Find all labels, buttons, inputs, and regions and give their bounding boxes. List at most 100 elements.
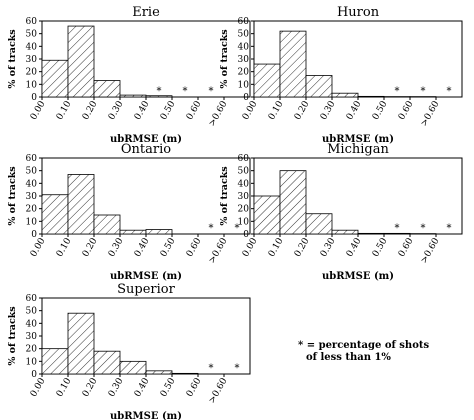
x-tick-label: >0.60 — [207, 376, 230, 405]
x-tick-label: 0.30 — [107, 376, 126, 399]
y-axis-label: % of tracks — [219, 29, 230, 88]
y-tick-label: 50 — [26, 307, 38, 317]
note-line-2: of less than 1% — [306, 352, 391, 363]
y-tick-label: 10 — [26, 357, 38, 367]
x-tick-label: 0.20 — [81, 236, 100, 259]
y-tick-label: 40 — [238, 179, 250, 189]
x-tick-label: 0.30 — [319, 236, 338, 259]
y-tick-label: 0 — [31, 93, 37, 103]
x-axis-label: ubRMSE (m) — [110, 271, 182, 282]
y-tick-label: 10 — [26, 80, 38, 90]
asterisk-marker: * — [235, 363, 240, 374]
bar — [331, 92, 359, 98]
chart-title: Huron — [337, 5, 380, 20]
x-tick-label: 0.50 — [371, 236, 390, 259]
bar — [119, 94, 147, 98]
bar — [145, 370, 173, 375]
y-tick-label: 0 — [243, 230, 249, 240]
asterisk-marker: * — [157, 86, 162, 97]
y-tick-label: 60 — [26, 294, 38, 304]
asterisk-marker: * — [421, 86, 426, 97]
y-tick-label: 40 — [238, 42, 250, 52]
bar — [67, 174, 95, 235]
bar — [357, 232, 385, 235]
x-tick-label: 0.10 — [267, 236, 286, 259]
bar — [41, 194, 69, 235]
asterisk-note: * = percentage of shots of less than 1% — [298, 340, 468, 364]
asterisk-marker: * — [183, 86, 188, 97]
y-tick-label: 40 — [26, 319, 38, 329]
y-tick-label: 0 — [31, 370, 37, 380]
x-tick-label: 0.30 — [319, 99, 338, 122]
y-tick-label: 50 — [238, 30, 250, 40]
y-axis-label: % of tracks — [7, 306, 18, 365]
bar — [305, 213, 333, 235]
bar — [171, 372, 199, 375]
bar — [67, 25, 95, 98]
bar — [119, 229, 147, 235]
bar — [93, 350, 121, 375]
y-tick-label: 0 — [31, 230, 37, 240]
y-tick-label: 20 — [26, 205, 38, 215]
x-tick-label: 0.60 — [185, 376, 204, 399]
bar — [279, 30, 307, 98]
y-tick-label: 10 — [238, 80, 250, 90]
y-tick-label: 50 — [26, 167, 38, 177]
x-tick-label: 0.40 — [345, 99, 364, 122]
x-axis-label: ubRMSE (m) — [322, 271, 394, 282]
y-tick-label: 60 — [26, 17, 38, 27]
asterisk-marker: * — [395, 223, 400, 234]
bar — [253, 195, 281, 235]
asterisk-marker: * — [447, 223, 452, 234]
y-tick-label: 30 — [26, 192, 38, 202]
bar — [41, 348, 69, 375]
bar — [93, 214, 121, 235]
x-tick-label: 0.10 — [55, 236, 74, 259]
y-tick-label: 20 — [26, 345, 38, 355]
y-tick-label: 20 — [238, 68, 250, 78]
y-tick-label: 50 — [238, 167, 250, 177]
x-tick-label: 0.50 — [159, 99, 178, 122]
x-tick-label: 0.40 — [345, 236, 364, 259]
x-tick-label: 0.10 — [55, 376, 74, 399]
x-tick-label: 0.50 — [159, 376, 178, 399]
y-tick-label: 60 — [238, 17, 250, 27]
x-tick-label: 0.40 — [133, 99, 152, 122]
y-tick-label: 20 — [238, 205, 250, 215]
x-tick-label: 0.60 — [397, 99, 416, 122]
y-tick-label: 10 — [26, 217, 38, 227]
x-tick-label: >0.60 — [419, 236, 442, 265]
x-tick-label: >0.60 — [207, 99, 230, 128]
y-tick-label: 40 — [26, 42, 38, 52]
y-axis-label: % of tracks — [7, 29, 18, 88]
y-tick-label: 60 — [26, 154, 38, 164]
bar — [145, 95, 173, 98]
x-tick-label: >0.60 — [207, 236, 230, 265]
asterisk-marker: * — [209, 363, 214, 374]
x-tick-label: >0.60 — [419, 99, 442, 128]
asterisk-marker: * — [209, 223, 214, 234]
x-tick-label: 0.40 — [133, 236, 152, 259]
note-line-1: * = percentage of shots — [298, 340, 430, 351]
y-tick-label: 50 — [26, 30, 38, 40]
x-tick-label: 0.20 — [81, 376, 100, 399]
chart-title: Michigan — [327, 142, 389, 157]
bar — [253, 63, 281, 98]
x-axis-label: ubRMSE (m) — [110, 411, 182, 420]
y-axis-label: % of tracks — [7, 166, 18, 225]
x-axis-label: ubRMSE (m) — [322, 134, 394, 145]
y-tick-label: 30 — [26, 332, 38, 342]
y-tick-label: 30 — [238, 192, 250, 202]
x-tick-label: 0.20 — [81, 99, 100, 122]
y-tick-label: 40 — [26, 179, 38, 189]
x-tick-label: 0.10 — [55, 99, 74, 122]
y-tick-label: 10 — [238, 217, 250, 227]
chart-title: Ontario — [121, 142, 171, 157]
chart-title: Superior — [117, 282, 175, 297]
y-tick-label: 30 — [26, 55, 38, 65]
